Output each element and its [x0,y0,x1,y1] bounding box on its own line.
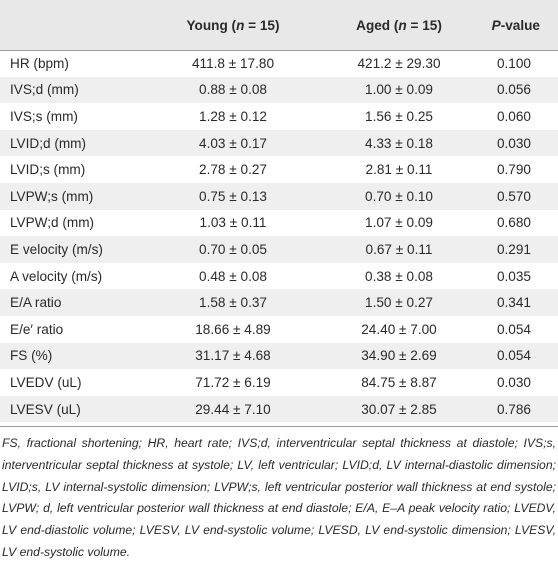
table-row: FS (%) 31.17 ± 4.68 34.90 ± 2.69 0.054 [0,342,558,370]
cell-young: 18.66 ± 4.89 [195,321,271,337]
cell-parameter: E velocity (m/s) [10,241,103,257]
table-row: LVPW;s (mm) 0.75 ± 0.13 0.70 ± 0.10 0.570 [0,182,558,210]
cell-p-value: 0.030 [496,374,531,390]
cell-parameter: E/A ratio [10,295,62,311]
cell-p-value: 0.291 [496,241,531,257]
table-row: LVID;s (mm) 2.78 ± 0.27 2.81 ± 0.11 0.790 [0,156,558,183]
cell-young: 31.17 ± 4.68 [195,348,271,364]
cell-p-value: 0.030 [496,135,531,151]
header-aged-label: Aged ( [356,17,399,33]
cell-young: 411.8 ± 17.80 [191,55,275,71]
cell-p-value: 0.100 [496,55,531,71]
table-row: E/e′ ratio 18.66 ± 4.89 24.40 ± 7.00 0.054 [0,315,558,343]
header-p-rest: -value [500,17,540,33]
cell-aged: 0.70 ± 0.10 [365,188,433,204]
cell-parameter: HR (bpm) [10,55,69,71]
cell-parameter: E/e′ ratio [10,321,64,337]
table-row: A velocity (m/s) 0.48 ± 0.08 0.38 ± 0.08 0.… [0,262,558,290]
cell-aged: 2.81 ± 0.11 [365,162,433,178]
cell-parameter: LVPW;s (mm) [10,188,94,204]
cell-p-value: 0.680 [496,215,531,231]
table-row: IVS;d (mm) 0.88 ± 0.08 1.00 ± 0.09 0.056 [0,76,558,104]
cell-p-value: 0.790 [496,162,531,178]
header-row: Young (n = 15) Aged (n = 15) P-value [0,0,558,50]
cell-parameter: LVPW;d (mm) [10,215,95,231]
header-young-n: n [236,17,245,33]
table-row: LVID;d (mm) 4.03 ± 0.17 4.33 ± 0.18 0.030 [0,129,558,157]
table-bottom-divider [0,426,558,427]
cell-aged: 1.00 ± 0.09 [365,82,433,98]
cell-aged: 24.40 ± 7.00 [361,321,437,337]
cell-aged: 1.07 ± 0.09 [365,215,433,231]
table-body: HR (bpm) 411.8 ± 17.80 421.2 ± 29.30 0.100 I… [0,50,558,423]
header-divider [0,50,558,51]
cell-p-value: 0.060 [496,108,531,124]
cell-parameter: A velocity (m/s) [10,268,103,284]
header-aged: Aged (n = 15) [305,0,473,50]
cell-p-value: 0.054 [496,348,531,364]
table-row: LVESV (uL) 29.44 ± 7.10 30.07 ± 2.85 0.786 [0,395,558,423]
table-header: Young (n = 15) Aged (n = 15) P-value [0,0,558,50]
cell-young: 1.58 ± 0.37 [199,295,267,311]
cell-parameter: LVID;d (mm) [10,135,87,151]
cell-p-value: 0.054 [496,321,531,337]
cell-p-value: 0.056 [496,82,531,98]
header-p-value: P-value [473,0,558,50]
cell-aged: 0.38 ± 0.08 [365,268,433,284]
cell-aged: 1.50 ± 0.27 [365,295,433,311]
cell-aged: 4.33 ± 0.18 [365,135,433,151]
cell-young: 2.78 ± 0.27 [199,162,267,178]
cell-p-value: 0.570 [496,188,531,204]
cell-aged: 1.56 ± 0.25 [365,108,433,124]
table-row: E/A ratio 1.58 ± 0.37 1.50 ± 0.27 0.341 [0,289,558,316]
table-row: LVEDV (uL) 71.72 ± 6.19 84.75 ± 8.87 0.030 [0,369,558,396]
cell-young: 1.03 ± 0.11 [199,215,267,231]
table-footnote: FS, fractional shortening; HR, heart rat… [2,436,556,559]
cell-young: 4.03 ± 0.17 [199,135,267,151]
header-aged-count: = 15) [406,17,442,33]
header-p-letter: P [491,17,501,33]
header-young-label: Young ( [186,17,237,33]
table-row: IVS;s (mm) 1.28 ± 0.12 1.56 ± 0.25 0.060 [0,103,558,130]
cell-p-value: 0.786 [496,401,531,417]
echocardiography-table: Young (n = 15) Aged (n = 15) P-value HR … [0,0,558,423]
table-row: HR (bpm) 411.8 ± 17.80 421.2 ± 29.30 0.100 [0,50,558,77]
header-parameter [0,0,135,50]
table-row: E velocity (m/s) 0.70 ± 0.05 0.67 ± 0.11 0.… [0,236,558,263]
header-young-count: = 15) [244,17,280,33]
cell-p-value: 0.341 [496,295,531,311]
cell-young: 0.88 ± 0.08 [199,82,267,98]
cell-aged: 30.07 ± 2.85 [361,401,437,417]
header-aged-n: n [398,17,407,33]
cell-young: 71.72 ± 6.19 [195,374,271,390]
cell-young: 0.75 ± 0.13 [199,188,267,204]
cell-aged: 84.75 ± 8.87 [361,374,437,390]
table-row: LVPW;d (mm) 1.03 ± 0.11 1.07 ± 0.09 0.680 [0,209,558,237]
cell-parameter: LVEDV (uL) [10,374,82,390]
cell-parameter: IVS;s (mm) [10,108,78,124]
header-young: Young (n = 15) [135,0,305,50]
cell-parameter: IVS;d (mm) [10,82,79,98]
cell-aged: 0.67 ± 0.11 [365,241,433,257]
cell-parameter: FS (%) [10,348,53,364]
cell-young: 0.48 ± 0.08 [199,268,267,284]
cell-p-value: 0.035 [496,268,531,284]
cell-parameter: LVID;s (mm) [10,162,86,178]
cell-aged: 421.2 ± 29.30 [357,55,441,71]
cell-young: 0.70 ± 0.05 [199,241,267,257]
cell-young: 29.44 ± 7.10 [195,401,271,417]
cell-aged: 34.90 ± 2.69 [361,348,437,364]
cell-young: 1.28 ± 0.12 [199,108,267,124]
cell-parameter: LVESV (uL) [10,401,81,417]
data-table-container: Young (n = 15) Aged (n = 15) P-value HR … [0,0,558,423]
